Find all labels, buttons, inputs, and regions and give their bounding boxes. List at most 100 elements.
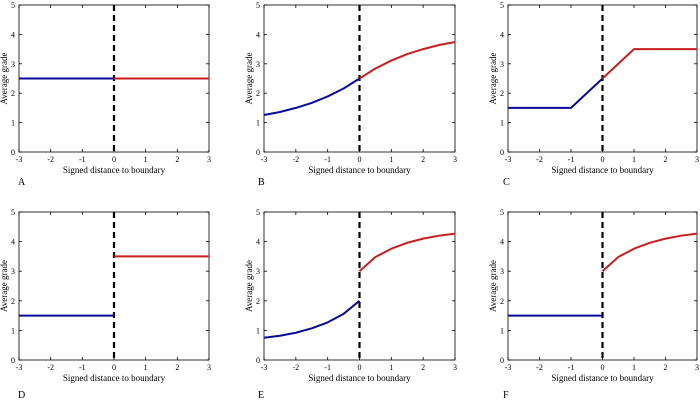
x-tick-label: 0 bbox=[358, 363, 362, 372]
y-tick-label: 4 bbox=[256, 238, 260, 247]
y-tick-label: 1 bbox=[500, 119, 504, 128]
y-tick-label: 5 bbox=[500, 208, 504, 217]
chart-panel-b: -3 -2 -1 0 1 2 3 0 1 2 3 4 5 Signed distance to bound… bbox=[244, 1, 457, 188]
y-tick-label: 5 bbox=[256, 208, 260, 217]
y-tick-label: 4 bbox=[500, 30, 504, 39]
panel-letter: C bbox=[503, 177, 510, 188]
x-tick-label: 1 bbox=[144, 363, 148, 372]
x-tick-label: -2 bbox=[47, 155, 54, 164]
y-tick-label: 3 bbox=[500, 267, 504, 276]
y-tick-label: 1 bbox=[11, 326, 15, 335]
x-axis-label: Signed distance to boundary bbox=[63, 165, 166, 175]
x-tick-label: -3 bbox=[261, 363, 268, 372]
x-tick-label: 2 bbox=[664, 155, 668, 164]
y-tick-label: 3 bbox=[11, 267, 15, 276]
y-tick-label: 0 bbox=[256, 148, 260, 157]
x-tick-label: 2 bbox=[175, 363, 179, 372]
y-tick-label: 2 bbox=[256, 297, 260, 306]
chart-panel-c: -3 -2 -1 0 1 2 3 0 1 2 3 4 5 Signed distance to bound… bbox=[488, 1, 699, 188]
x-tick-label: 1 bbox=[389, 155, 393, 164]
y-axis-label: Average grade bbox=[0, 52, 9, 104]
y-tick-label: 5 bbox=[11, 1, 15, 10]
y-tick-label: 0 bbox=[500, 356, 504, 365]
x-tick-label: 3 bbox=[453, 363, 457, 372]
x-tick-label: 2 bbox=[664, 363, 668, 372]
x-axis-label: Signed distance to boundary bbox=[308, 373, 411, 383]
panel-letter: A bbox=[18, 177, 26, 188]
x-tick-label: -2 bbox=[292, 155, 299, 164]
y-tick-label: 3 bbox=[256, 267, 260, 276]
x-tick-label: -3 bbox=[505, 363, 512, 372]
chart-panel-f: -3 -2 -1 0 1 2 3 0 1 2 3 4 5 Signed distance to bound… bbox=[488, 208, 699, 400]
series-line-right bbox=[601, 48, 697, 80]
x-tick-label: 3 bbox=[453, 155, 457, 164]
x-axis-label: Signed distance to boundary bbox=[63, 373, 166, 383]
panel-letter: D bbox=[18, 390, 25, 400]
x-tick-label: -3 bbox=[505, 155, 512, 164]
x-tick-label: -2 bbox=[47, 363, 54, 372]
series-line-left bbox=[263, 300, 361, 339]
y-tick-label: 0 bbox=[256, 356, 260, 365]
x-tick-label: 2 bbox=[421, 363, 425, 372]
y-tick-label: 0 bbox=[11, 148, 15, 157]
panel-letter: E bbox=[258, 390, 264, 400]
x-tick-label: 2 bbox=[421, 155, 425, 164]
y-axis-label: Average grade bbox=[244, 260, 254, 312]
x-tick-label: -2 bbox=[292, 363, 299, 372]
y-tick-label: 1 bbox=[256, 119, 260, 128]
y-tick-label: 0 bbox=[11, 356, 15, 365]
series-line-right bbox=[358, 232, 456, 272]
y-tick-label: 4 bbox=[256, 30, 260, 39]
series-line-left bbox=[263, 77, 361, 116]
x-tick-label: -2 bbox=[536, 155, 543, 164]
y-tick-label: 2 bbox=[11, 297, 15, 306]
x-tick-label: -3 bbox=[16, 363, 23, 372]
x-tick-label: 3 bbox=[695, 155, 699, 164]
y-tick-label: 1 bbox=[500, 326, 504, 335]
x-tick-label: -1 bbox=[324, 155, 331, 164]
series-line-left bbox=[508, 77, 604, 109]
x-tick-label: 3 bbox=[207, 155, 211, 164]
series-line-right bbox=[601, 232, 698, 272]
x-tick-label: 1 bbox=[389, 363, 393, 372]
chart-panel-a: -3 -2 -1 0 1 2 3 0 1 2 3 4 5 Signed distance to bound… bbox=[0, 1, 211, 188]
y-axis-label: Average grade bbox=[488, 260, 498, 312]
y-tick-label: 2 bbox=[256, 89, 260, 98]
x-tick-label: -1 bbox=[324, 363, 331, 372]
x-axis-label: Signed distance to boundary bbox=[551, 373, 654, 383]
series-line-right bbox=[358, 41, 456, 80]
chart-panel-e: -3 -2 -1 0 1 2 3 0 1 2 3 4 5 Signed distance to bound… bbox=[244, 208, 457, 400]
y-tick-label: 5 bbox=[256, 1, 260, 10]
x-tick-label: 1 bbox=[144, 155, 148, 164]
y-tick-label: 0 bbox=[500, 148, 504, 157]
y-tick-label: 5 bbox=[11, 208, 15, 217]
y-tick-label: 3 bbox=[11, 60, 15, 69]
y-tick-label: 3 bbox=[500, 60, 504, 69]
x-tick-label: 0 bbox=[358, 155, 362, 164]
y-tick-label: 4 bbox=[500, 238, 504, 247]
x-tick-label: 3 bbox=[695, 363, 699, 372]
y-tick-label: 1 bbox=[256, 326, 260, 335]
y-axis-label: Average grade bbox=[244, 52, 254, 104]
x-tick-label: -2 bbox=[536, 363, 543, 372]
y-tick-label: 2 bbox=[500, 89, 504, 98]
y-tick-label: 4 bbox=[11, 238, 15, 247]
x-tick-label: 1 bbox=[632, 363, 636, 372]
x-tick-label: 0 bbox=[601, 155, 605, 164]
x-axis-label: Signed distance to boundary bbox=[308, 165, 411, 175]
chart-panel-d: -3 -2 -1 0 1 2 3 0 1 2 3 4 5 Signed distance to bound… bbox=[0, 208, 211, 400]
x-tick-label: -1 bbox=[79, 155, 86, 164]
y-tick-label: 2 bbox=[500, 297, 504, 306]
x-tick-label: -1 bbox=[568, 155, 575, 164]
x-tick-label: -1 bbox=[79, 363, 86, 372]
y-tick-label: 2 bbox=[11, 89, 15, 98]
x-tick-label: 1 bbox=[632, 155, 636, 164]
panel-letter: F bbox=[503, 390, 509, 400]
x-tick-label: 0 bbox=[112, 363, 116, 372]
x-tick-label: -3 bbox=[261, 155, 268, 164]
y-tick-label: 1 bbox=[11, 119, 15, 128]
x-tick-label: 0 bbox=[112, 155, 116, 164]
y-tick-label: 3 bbox=[256, 60, 260, 69]
